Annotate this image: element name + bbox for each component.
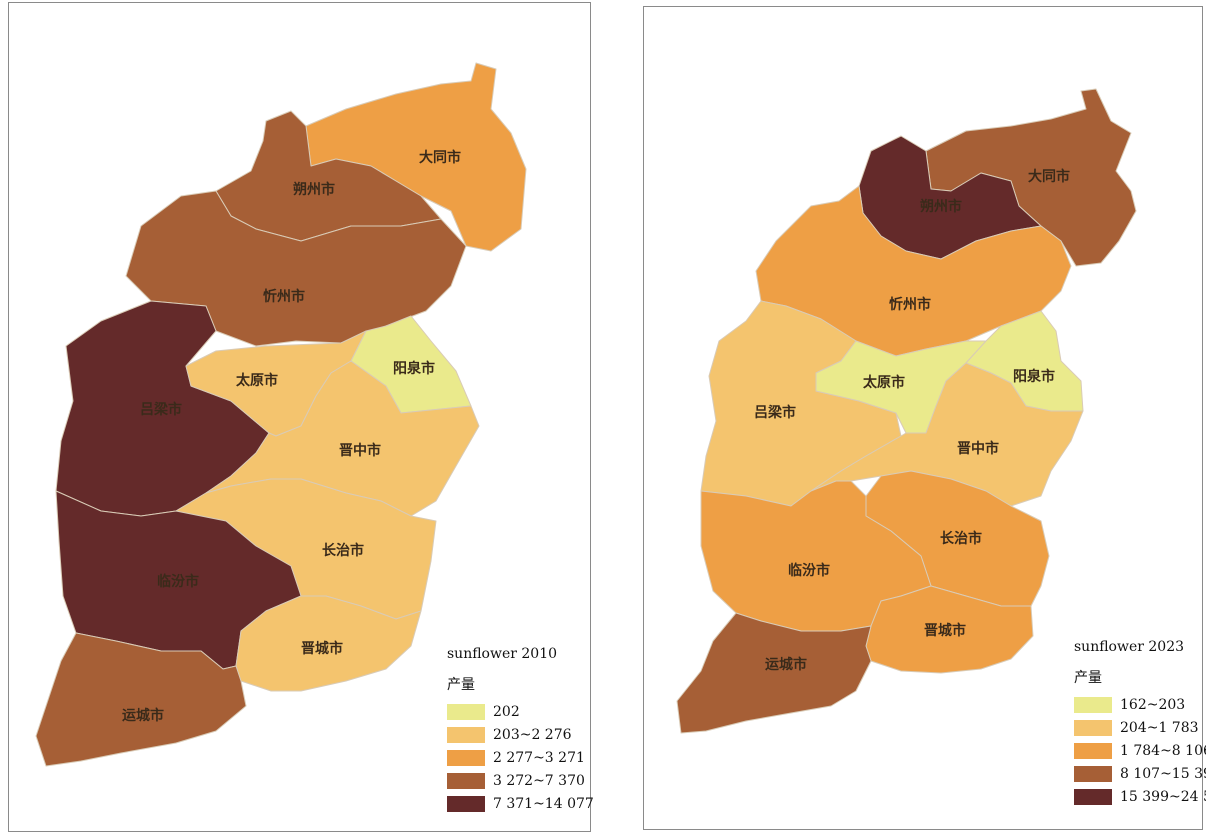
legend-label: 203~2 276 xyxy=(493,726,572,743)
city-label-shuozhou: 朔州市 xyxy=(920,198,962,215)
legend-swatch xyxy=(447,703,485,720)
legend-item: 8 107~15 398 xyxy=(1074,762,1206,785)
city-label-yangquan: 阳泉市 xyxy=(393,360,435,377)
legend-swatch xyxy=(1074,788,1112,805)
city-label-shuozhou: 朔州市 xyxy=(293,181,335,198)
city-label-linfen: 临汾市 xyxy=(788,562,830,579)
map-panel-2010: 大同市 朔州市 忻州市 吕梁市 太原市 阳泉市 晋中市 长治市 临汾市 晋城市 … xyxy=(8,2,594,832)
legend-swatch xyxy=(1074,696,1112,713)
legend-title: sunflower 2023 xyxy=(1074,639,1185,655)
region-jincheng xyxy=(865,585,1034,674)
city-label-taiyuan: 太原市 xyxy=(863,374,905,391)
legend-2010: sunflower 2010 产量 202 203~2 276 2 277~3 … xyxy=(447,646,594,815)
city-label-changzhi: 长治市 xyxy=(940,530,982,547)
city-label-jincheng: 晋城市 xyxy=(301,640,343,657)
city-label-lvliang: 吕梁市 xyxy=(140,401,182,418)
map-2010: 大同市 朔州市 忻州市 吕梁市 太原市 阳泉市 晋中市 长治市 临汾市 晋城市 … xyxy=(35,62,527,767)
city-label-yuncheng: 运城市 xyxy=(122,707,164,724)
legend-label: 1 784~8 106 xyxy=(1120,742,1206,759)
region-yuncheng xyxy=(676,612,872,734)
legend-item: 1 784~8 106 xyxy=(1074,739,1206,762)
legend-label: 7 371~14 077 xyxy=(493,795,594,812)
city-label-linfen: 临汾市 xyxy=(157,573,199,590)
legend-unit: 产量 xyxy=(447,677,475,693)
map-2023: 大同市 朔州市 忻州市 吕梁市 太原市 阳泉市 晋中市 长治市 临汾市 晋城市 … xyxy=(676,88,1137,734)
legend-swatch xyxy=(447,772,485,789)
city-label-datong: 大同市 xyxy=(1028,168,1070,185)
legend-swatch xyxy=(1074,765,1112,782)
legend-label: 2 277~3 271 xyxy=(493,749,585,766)
city-label-jinzhong: 晋中市 xyxy=(957,440,999,457)
region-yuncheng xyxy=(35,632,247,767)
legend-label: 162~203 xyxy=(1120,696,1186,713)
city-label-xinzhou: 忻州市 xyxy=(889,296,931,313)
legend-item: 7 371~14 077 xyxy=(447,792,594,815)
legend-label: 3 272~7 370 xyxy=(493,772,585,789)
city-label-jincheng: 晋城市 xyxy=(924,622,966,639)
legend-item: 15 399~24 547 xyxy=(1074,785,1206,808)
legend-swatch xyxy=(447,726,485,743)
legend-label: 15 399~24 547 xyxy=(1120,788,1206,805)
city-label-xinzhou: 忻州市 xyxy=(263,288,305,305)
legend-item: 204~1 783 xyxy=(1074,716,1206,739)
legend-item: 3 272~7 370 xyxy=(447,769,594,792)
city-label-lvliang: 吕梁市 xyxy=(754,404,796,421)
legend-label: 8 107~15 398 xyxy=(1120,765,1206,782)
city-label-taiyuan: 太原市 xyxy=(236,372,278,389)
city-label-yangquan: 阳泉市 xyxy=(1013,368,1055,385)
legend-2023: sunflower 2023 产量 162~203 204~1 783 1 78… xyxy=(1074,639,1206,808)
region-jincheng xyxy=(235,595,422,692)
legend-item: 202 xyxy=(447,700,594,723)
legend-label: 202 xyxy=(493,703,520,720)
legend-swatch xyxy=(1074,742,1112,759)
map-panel-2023: 大同市 朔州市 忻州市 吕梁市 太原市 阳泉市 晋中市 长治市 临汾市 晋城市 … xyxy=(643,6,1206,830)
legend-item: 2 277~3 271 xyxy=(447,746,594,769)
legend-item: 162~203 xyxy=(1074,693,1206,716)
legend-swatch xyxy=(447,749,485,766)
legend-unit: 产量 xyxy=(1074,670,1102,686)
legend-title: sunflower 2010 xyxy=(447,646,558,662)
city-label-yuncheng: 运城市 xyxy=(765,656,807,673)
legend-swatch xyxy=(1074,719,1112,736)
legend-item: 203~2 276 xyxy=(447,723,594,746)
city-label-changzhi: 长治市 xyxy=(322,542,364,559)
legend-swatch xyxy=(447,795,485,812)
city-label-datong: 大同市 xyxy=(419,149,461,166)
city-label-jinzhong: 晋中市 xyxy=(339,442,381,459)
legend-label: 204~1 783 xyxy=(1120,719,1199,736)
